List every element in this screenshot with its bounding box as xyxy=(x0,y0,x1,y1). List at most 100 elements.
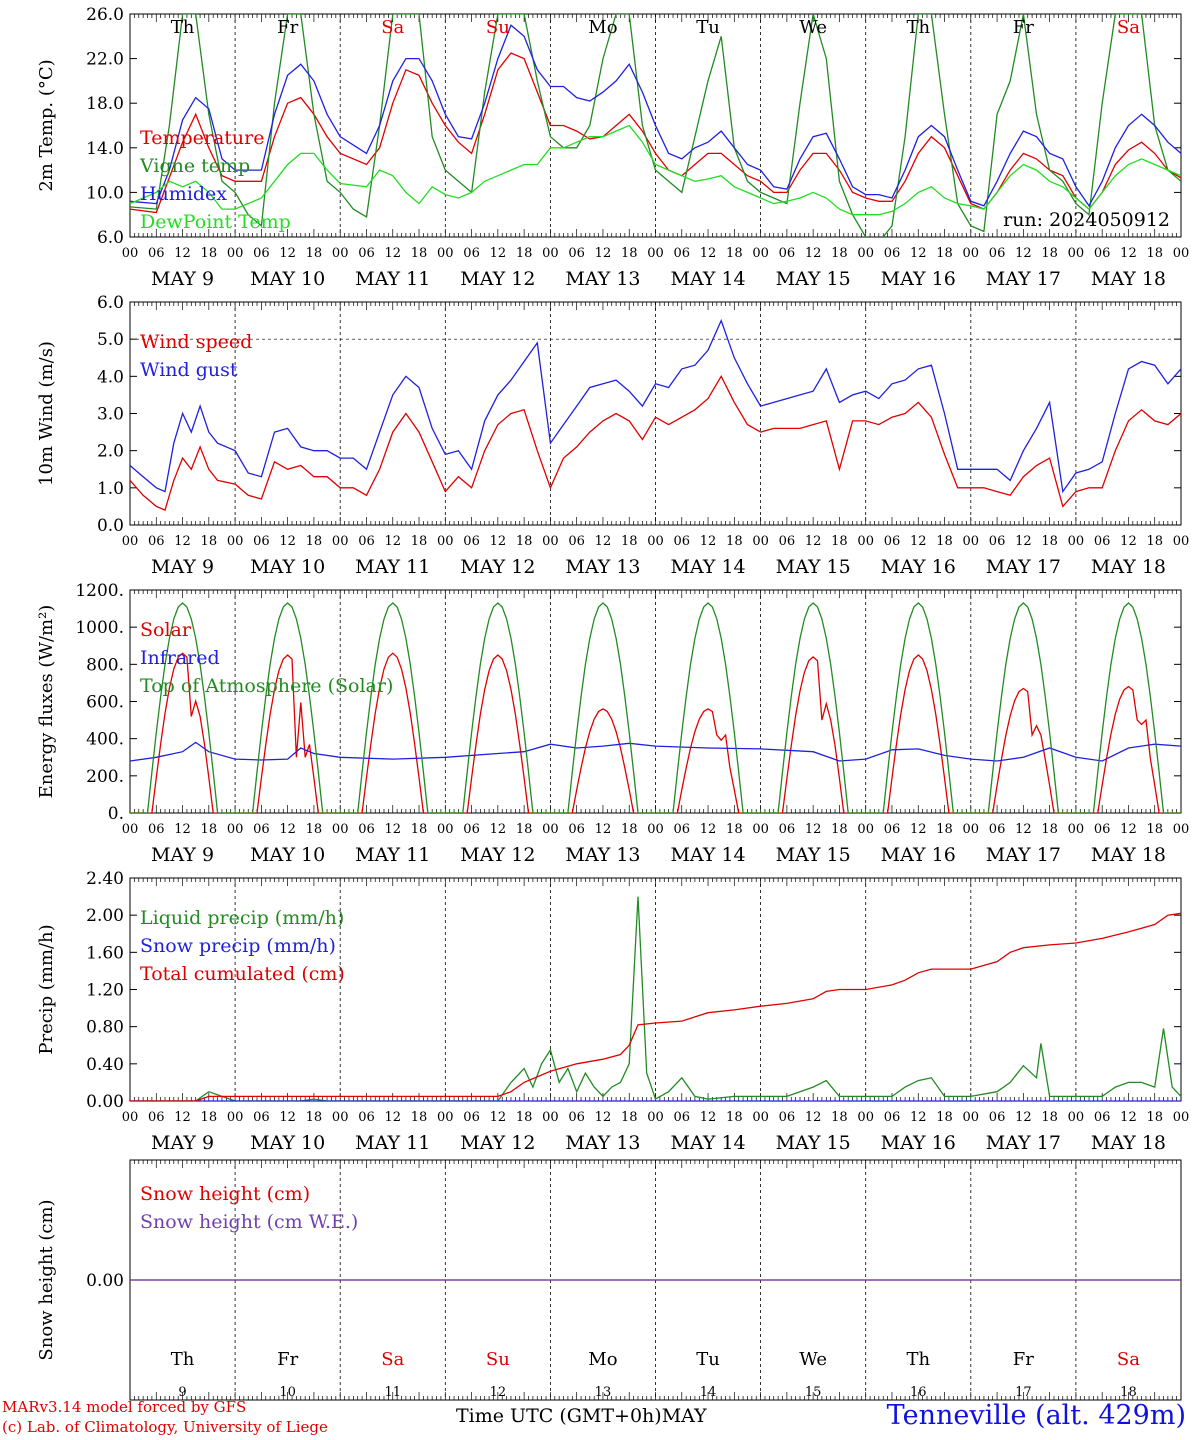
x-hour-label: 06 xyxy=(1094,246,1111,261)
series-line-humidex xyxy=(130,24,1181,208)
x-hour-label: 06 xyxy=(148,534,165,549)
y-tick-label: 5.0 xyxy=(97,330,124,350)
x-hour-label: 06 xyxy=(148,246,165,261)
x-hour-label: 06 xyxy=(568,822,585,837)
x-date-label: MAY 15 xyxy=(776,556,851,578)
x-hour-label: 06 xyxy=(674,246,691,261)
x-date-label: MAY 15 xyxy=(776,844,851,866)
x-hour-label: 18 xyxy=(1146,1110,1163,1125)
y-tick-label: 2.40 xyxy=(86,869,124,889)
x-hour-label: 00 xyxy=(1068,822,1085,837)
x-date-label: MAY 11 xyxy=(355,556,430,578)
x-hour-label: 06 xyxy=(463,1110,480,1125)
x-hour-label: 00 xyxy=(752,1110,769,1125)
weekday-label: Sa xyxy=(381,1349,404,1370)
month-label: MAY xyxy=(661,1405,707,1427)
weekday-label: Th xyxy=(906,1349,930,1370)
weekday-label: Sa xyxy=(1117,1349,1140,1370)
legend-entry: Top of Atmosphere (Solar) xyxy=(140,675,393,697)
x-hour-label: 18 xyxy=(516,246,533,261)
x-hour-label: 12 xyxy=(384,246,401,261)
x-hour-label: 18 xyxy=(936,246,953,261)
x-hour-label: 12 xyxy=(1120,1110,1137,1125)
y-tick-label: 22.0 xyxy=(86,50,124,70)
x-hour-label: 00 xyxy=(857,1110,874,1125)
x-axis-title: Time UTC (GMT+0h)MAY xyxy=(456,1405,707,1427)
x-hour-label: 00 xyxy=(332,1110,349,1125)
x-hour-label: 00 xyxy=(1173,246,1190,261)
series-line-dewpoint-temp xyxy=(130,124,1181,216)
weekday-label: Th xyxy=(171,17,195,38)
x-hour-label: 12 xyxy=(910,822,927,837)
x-hour-label: 06 xyxy=(568,534,585,549)
series-line-wind-speed xyxy=(130,374,1181,511)
x-hour-label: 12 xyxy=(174,246,191,261)
day-number-label: 13 xyxy=(595,1385,612,1400)
y-tick-label: 14.0 xyxy=(86,139,124,159)
y-tick-label: 1.0 xyxy=(97,479,124,499)
legend-entry: Snow height (cm W.E.) xyxy=(140,1211,358,1233)
x-hour-label: 18 xyxy=(831,822,848,837)
y-tick-label: 2.0 xyxy=(97,442,124,462)
x-hour-label: 06 xyxy=(674,822,691,837)
legend-entry: Total cumulated (cm) xyxy=(140,963,345,985)
x-hour-label: 00 xyxy=(227,1110,244,1125)
x-hour-label: 00 xyxy=(542,534,559,549)
x-hour-label: 00 xyxy=(437,1110,454,1125)
x-hour-label: 06 xyxy=(253,246,270,261)
y-tick-label: 0. xyxy=(108,804,124,824)
x-date-label: MAY 10 xyxy=(250,844,325,866)
x-hour-label: 00 xyxy=(647,1110,664,1125)
x-hour-label: 12 xyxy=(279,246,296,261)
x-hour-label: 12 xyxy=(279,534,296,549)
x-hour-label: 06 xyxy=(884,246,901,261)
series-line-liquid-precip-mm-h- xyxy=(130,896,1181,1101)
x-hour-label: 00 xyxy=(857,246,874,261)
x-hour-label: 18 xyxy=(621,822,638,837)
x-hour-label: 12 xyxy=(805,246,822,261)
x-hour-label: 18 xyxy=(516,822,533,837)
x-hour-label: 00 xyxy=(963,246,980,261)
x-date-label: MAY 12 xyxy=(460,556,535,578)
y-tick-label: 6.0 xyxy=(97,293,124,313)
x-hour-label: 18 xyxy=(306,246,323,261)
x-hour-label: 00 xyxy=(122,246,139,261)
legend-entry: Vigne temp xyxy=(139,155,250,177)
y-axis-label: Energy fluxes (W/m²) xyxy=(36,605,57,799)
x-hour-label: 12 xyxy=(700,534,717,549)
panel-5: 0.00 Snow height (cm) Snow height (cm) Snow… xyxy=(36,1159,1182,1401)
legend-entry: Temperature xyxy=(140,127,264,149)
day-number-label: 14 xyxy=(700,1385,717,1400)
x-hour-label: 06 xyxy=(779,534,796,549)
x-date-label: MAY 10 xyxy=(250,268,325,290)
x-hour-label: 06 xyxy=(779,822,796,837)
y-tick-label: 18.0 xyxy=(86,94,124,114)
x-hour-label: 18 xyxy=(411,534,428,549)
x-hour-label: 18 xyxy=(831,1110,848,1125)
x-date-label: MAY 13 xyxy=(565,844,640,866)
x-hour-label: 06 xyxy=(1094,822,1111,837)
x-hour-label: 12 xyxy=(490,534,507,549)
x-hour-label: 00 xyxy=(752,246,769,261)
x-hour-label: 00 xyxy=(542,822,559,837)
x-hour-label: 12 xyxy=(910,534,927,549)
x-date-label: MAY 15 xyxy=(776,1132,851,1154)
x-hour-label: 00 xyxy=(1068,1110,1085,1125)
y-tick-label: 1.20 xyxy=(86,981,124,1001)
x-hour-label: 12 xyxy=(1120,246,1137,261)
x-hour-label: 12 xyxy=(700,246,717,261)
x-hour-label: 18 xyxy=(516,1110,533,1125)
weekday-label: Su xyxy=(486,17,510,38)
x-hour-label: 12 xyxy=(384,822,401,837)
x-hour-label: 00 xyxy=(857,534,874,549)
x-hour-label: 06 xyxy=(253,822,270,837)
x-hour-label: 18 xyxy=(726,822,743,837)
x-date-label: MAY 12 xyxy=(460,844,535,866)
series-line-wind-gust xyxy=(130,318,1181,494)
legend-entry: Infrared xyxy=(140,647,220,669)
panel-1: 6.0 10.0 14.0 18.0 22.0 26.0 2m Temp. (°C) Temp… xyxy=(36,5,1189,290)
day-number-label: 16 xyxy=(910,1385,927,1400)
x-date-label: MAY 13 xyxy=(565,556,640,578)
x-date-label: MAY 16 xyxy=(881,556,956,578)
x-hour-label: 18 xyxy=(936,534,953,549)
